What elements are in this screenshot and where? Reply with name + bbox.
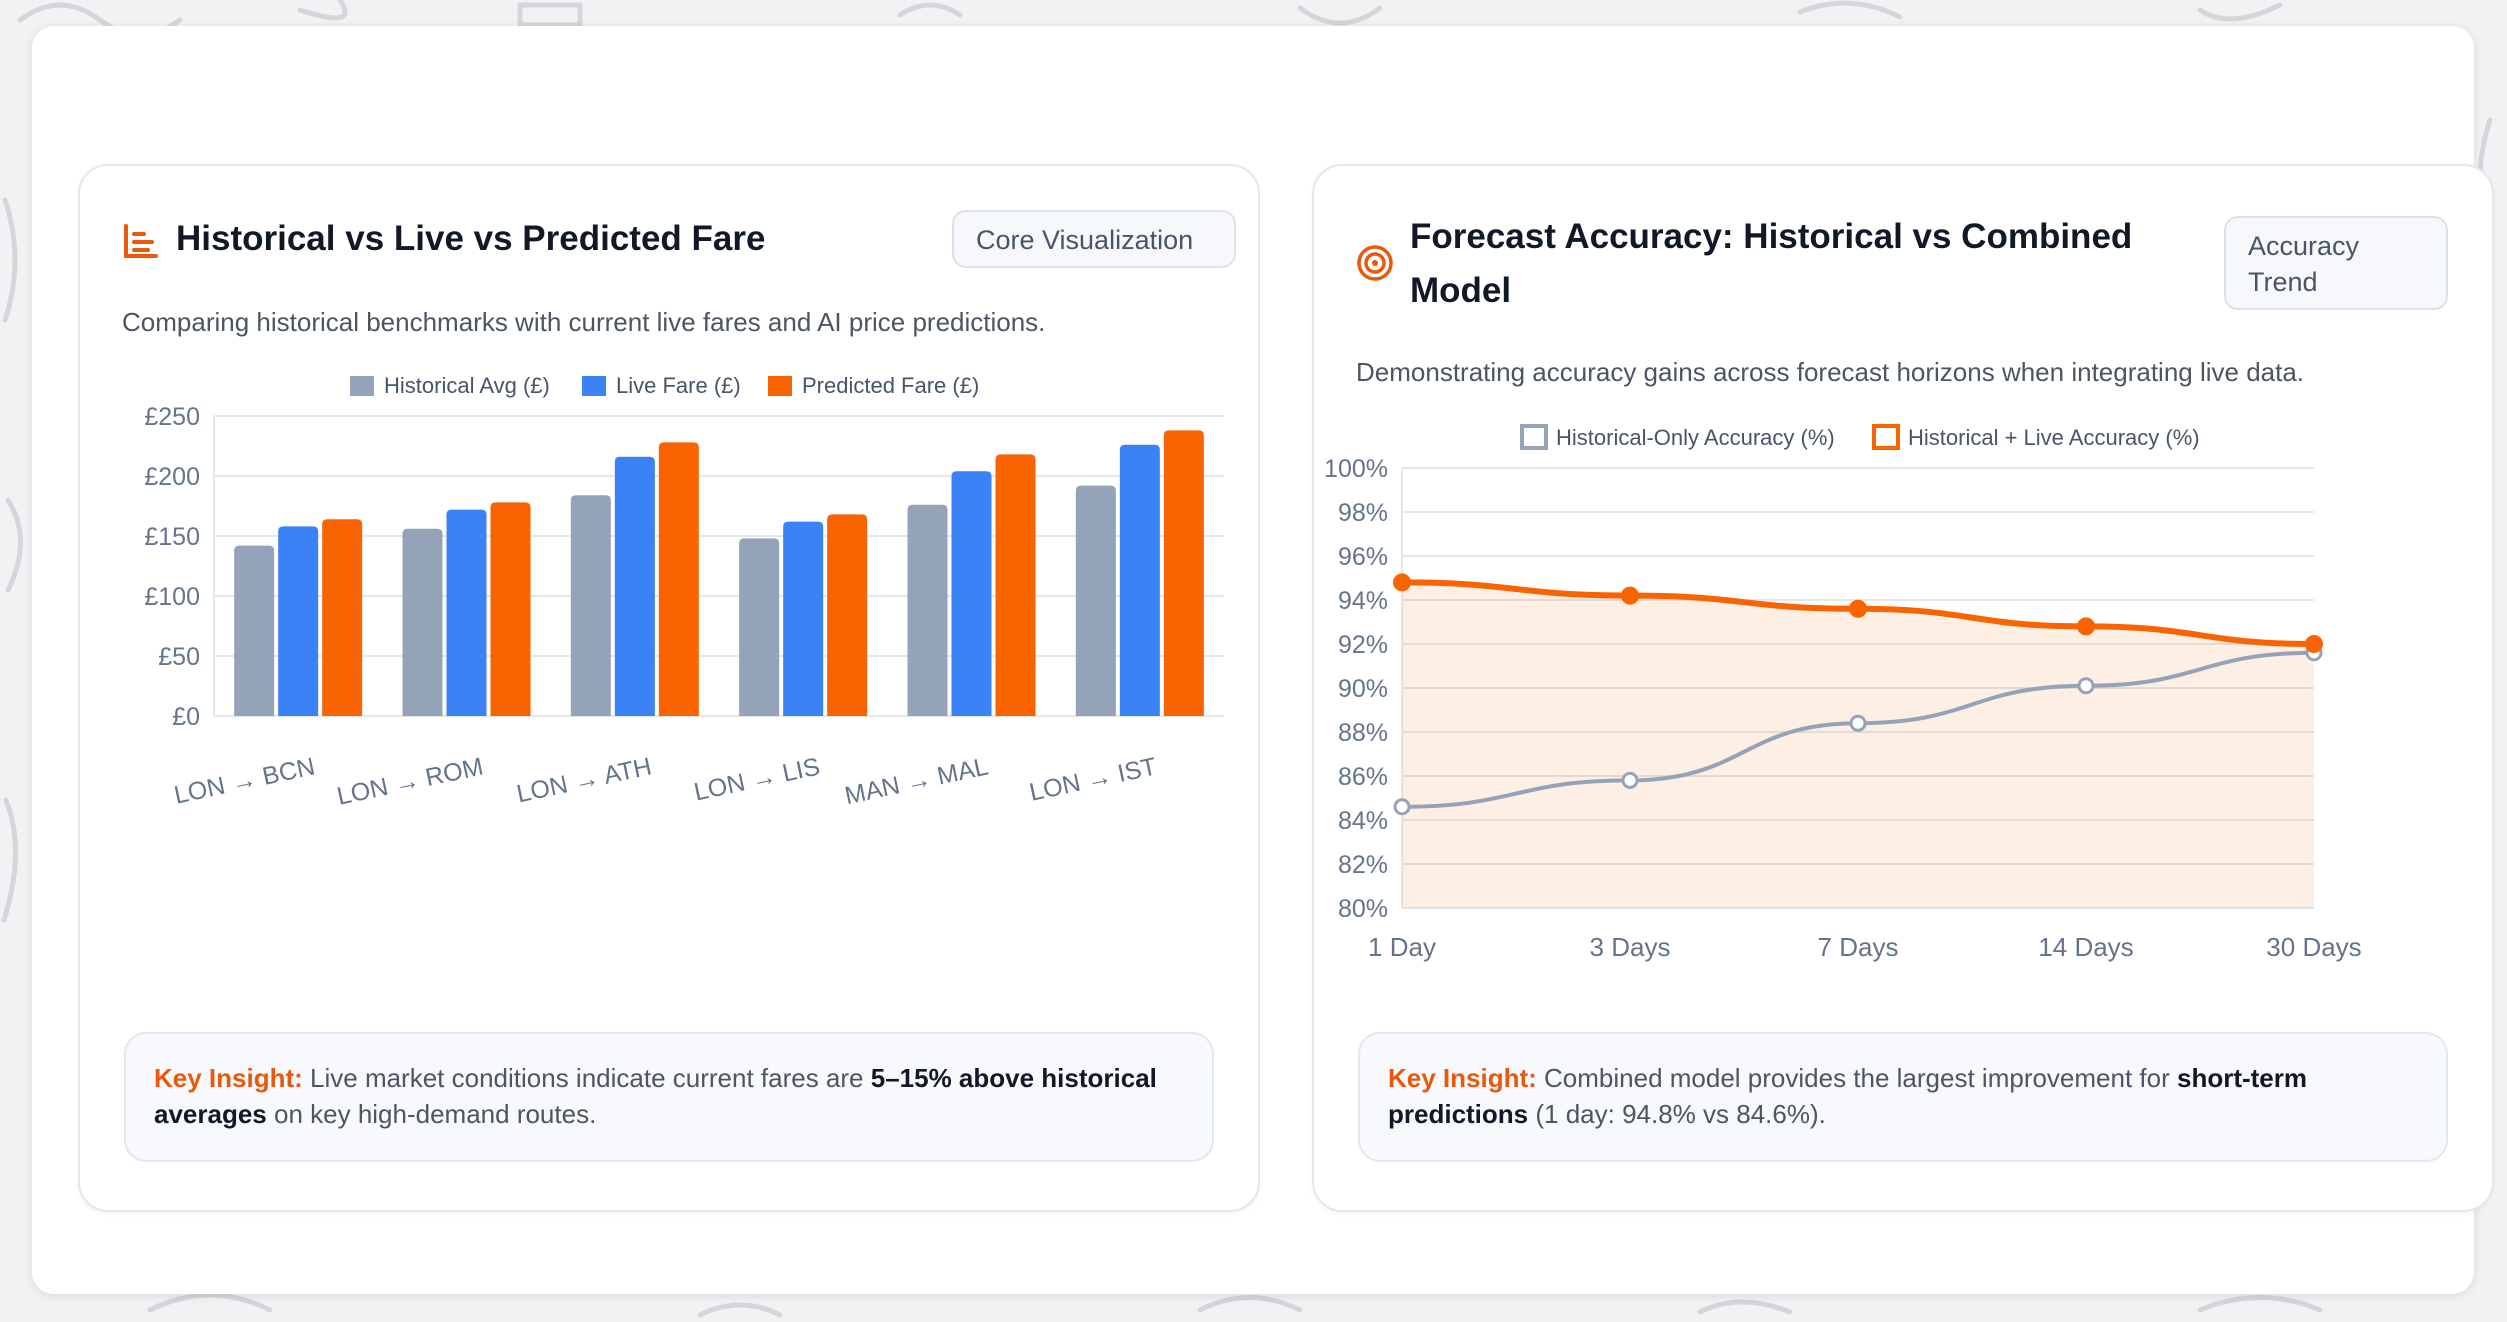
forecast-accuracy-card: Forecast Accuracy: Historical vs Combine… — [1312, 164, 2494, 1212]
legend-swatch — [1520, 424, 1548, 450]
historical-point — [2077, 677, 2095, 695]
legend-swatch — [582, 376, 606, 396]
legend-label: Predicted Fare (£) — [802, 373, 979, 398]
combined-area-fill — [1402, 582, 2314, 908]
insight-text-before: Combined model provides the largest impr… — [1536, 1063, 2177, 1093]
y-tick-label: 82% — [1338, 851, 1388, 879]
accuracy-trend-badge: Accuracy Trend — [2224, 216, 2448, 310]
bar — [1075, 485, 1116, 716]
x-tick-label: LON → BCN — [172, 752, 318, 809]
x-tick-label: LON → ATH — [514, 752, 654, 808]
combined-point — [2077, 617, 2095, 636]
y-tick-label: £200 — [144, 463, 200, 491]
x-tick-label: LON → LIS — [692, 752, 823, 806]
bar — [322, 519, 363, 716]
bar — [783, 521, 824, 716]
insight-bold: short-term predictions — [1388, 1063, 2307, 1129]
bar — [995, 454, 1036, 716]
insight-text-after: (1 day: 94.8% vs 84.6%). — [1528, 1099, 1826, 1129]
insight-label: Key Insight: — [1388, 1063, 1537, 1093]
y-tick-label: £250 — [144, 403, 200, 431]
bar — [951, 471, 992, 716]
card-subtitle: Comparing historical benchmarks with cur… — [122, 307, 1046, 337]
key-insight-box: Key Insight: Combined model provides the… — [1358, 1032, 2448, 1162]
bar — [907, 504, 948, 716]
legend-swatch — [768, 376, 792, 396]
historical-point — [1393, 798, 1411, 816]
bar — [658, 442, 699, 716]
y-tick-label: £100 — [144, 583, 200, 611]
core-visualization-badge: Core Visualization — [952, 210, 1236, 268]
card-title-line2: Model — [1410, 271, 1512, 310]
x-tick-label: 14 Days — [2038, 932, 2133, 962]
legend-label: Live Fare (£) — [616, 373, 741, 398]
historical-point — [1621, 771, 1639, 789]
bar-chart: Historical Avg (£) Live Fare (£) Predicted… — [144, 373, 1224, 811]
fare-comparison-card: Historical vs Live vs Predicted Fare Cor… — [78, 164, 1260, 1212]
card-title: Historical vs Live vs Predicted Fare — [176, 219, 766, 258]
bar — [1163, 430, 1204, 716]
historical-point — [1849, 714, 1867, 732]
bar — [570, 495, 611, 716]
legend-label: Historical-Only Accuracy (%) — [1556, 425, 1835, 450]
bar — [490, 502, 531, 716]
card-title-line1: Forecast Accuracy: Historical vs Combine… — [1410, 217, 2133, 256]
badge-line1: Accuracy — [2248, 231, 2360, 261]
bar — [1119, 444, 1160, 716]
legend-label: Historical + Live Accuracy (%) — [1908, 425, 2200, 450]
y-tick-label: 98% — [1338, 499, 1388, 527]
bar-chart-icon — [124, 224, 158, 258]
bar — [739, 538, 780, 716]
insight-label: Key Insight: — [154, 1063, 303, 1093]
x-tick-label: LON → IST — [1027, 752, 1159, 806]
badge-line2: Trend — [2248, 267, 2318, 297]
x-tick-label: 30 Days — [2266, 932, 2361, 962]
insight-bold: 5–15% above historical averages — [154, 1063, 1157, 1129]
x-tick-label: MAN → MAL — [842, 752, 991, 810]
y-tick-label: 100% — [1324, 455, 1388, 483]
combined-point — [1393, 573, 1411, 592]
bar — [234, 545, 275, 716]
bar — [402, 528, 443, 716]
bar — [827, 514, 868, 716]
y-tick-label: 92% — [1338, 631, 1388, 659]
legend-swatch — [350, 376, 374, 396]
y-tick-label: 88% — [1338, 719, 1388, 747]
insight-text-before: Live market conditions indicate current … — [302, 1063, 871, 1093]
x-tick-label: 1 Day — [1368, 932, 1436, 962]
y-tick-label: 96% — [1338, 543, 1388, 571]
combined-point — [1849, 599, 1867, 618]
y-tick-label: 94% — [1338, 587, 1388, 615]
x-tick-label: 7 Days — [1818, 932, 1899, 962]
card-subtitle: Demonstrating accuracy gains across fore… — [1356, 357, 2305, 387]
legend-swatch — [1872, 424, 1900, 450]
target-icon — [1357, 245, 1393, 281]
y-tick-label: 90% — [1338, 675, 1388, 703]
legend-label: Historical Avg (£) — [384, 373, 550, 398]
dashboard-container: Historical vs Live vs Predicted Fare Cor… — [32, 26, 2494, 1294]
y-tick-label: £150 — [144, 523, 200, 551]
x-tick-label: LON → ROM — [335, 752, 486, 810]
combined-point — [2305, 635, 2323, 653]
y-tick-label: 84% — [1338, 807, 1388, 835]
line-chart: Historical-Only Accuracy (%) Historical +… — [1324, 424, 2362, 962]
key-insight-box: Key Insight: Live market conditions indi… — [124, 1032, 1214, 1162]
bar — [446, 509, 487, 716]
bar — [614, 456, 655, 716]
x-tick-label: 3 Days — [1590, 932, 1671, 962]
y-tick-label: £0 — [172, 703, 200, 731]
insight-text-after: on key high-demand routes. — [266, 1099, 597, 1129]
y-tick-label: 80% — [1338, 895, 1388, 923]
bar — [278, 526, 319, 716]
y-tick-label: £50 — [158, 643, 200, 671]
combined-point — [1621, 586, 1639, 605]
y-tick-label: 86% — [1338, 763, 1388, 791]
